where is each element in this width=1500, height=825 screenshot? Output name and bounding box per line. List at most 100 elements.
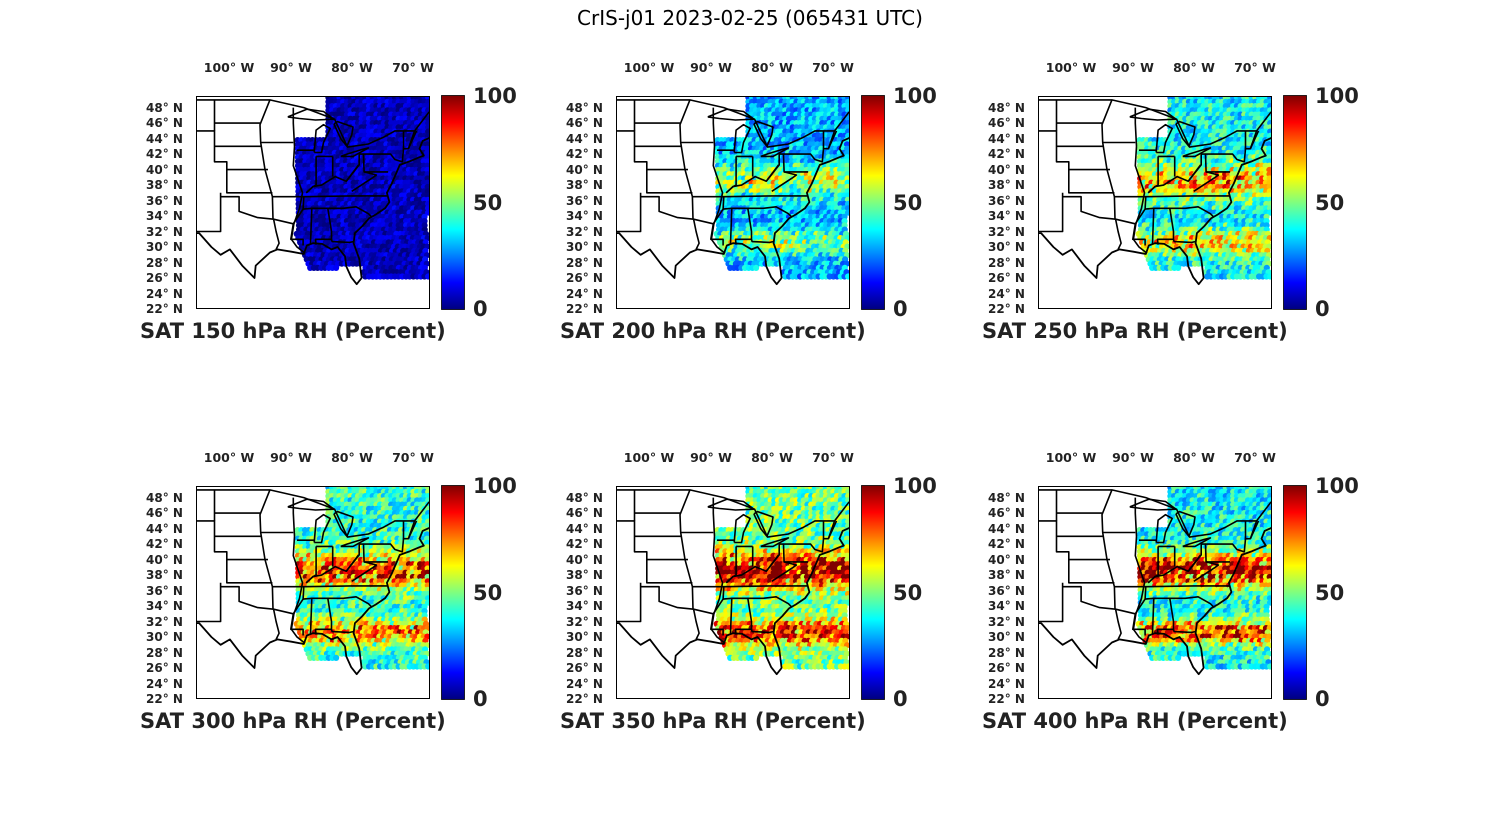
lat-tick-label: 38° N [566, 568, 603, 583]
panel-title: SAT 200 hPa RH (Percent) [560, 319, 866, 343]
state-border [1172, 629, 1196, 634]
rh-swath [713, 486, 850, 670]
state-border [1038, 489, 1272, 538]
great-lake-outline [1155, 513, 1173, 544]
lat-tick-label: 24° N [146, 676, 183, 691]
colorbar-tick-label: 50 [893, 580, 923, 605]
lon-tick-label: 100° W [1045, 450, 1097, 465]
lat-tick-label: 28° N [566, 255, 603, 270]
state-border [1249, 130, 1258, 149]
state-border [1153, 207, 1175, 245]
state-border [1193, 561, 1220, 582]
great-lake-outline [340, 147, 370, 158]
lat-tick-label: 36° N [146, 583, 183, 598]
state-border [771, 171, 798, 192]
state-border [311, 207, 333, 245]
state-border [1038, 130, 1115, 194]
rh-map [616, 486, 850, 699]
lat-tick-label: 46° N [988, 116, 1025, 131]
lat-tick-label: 38° N [988, 178, 1025, 193]
lon-tick-label: 70° W [1234, 450, 1276, 465]
lat-tick-label: 42° N [146, 537, 183, 552]
lat-tick-label: 46° N [146, 116, 183, 131]
state-border [1201, 543, 1231, 563]
lat-tick-label: 44° N [566, 131, 603, 146]
river-border [725, 164, 780, 194]
state-border [1038, 192, 1064, 233]
lon-tick-label: 80° W [751, 450, 793, 465]
lat-tick-label: 30° N [988, 630, 1025, 645]
map-panel-300: 100° W 90° W 80° W 70° W 48° N 46° N 44° N 42° … [140, 450, 540, 750]
lat-tick-label: 32° N [988, 224, 1025, 239]
state-border [220, 585, 280, 640]
lat-tick-label: 36° N [146, 193, 183, 208]
lat-tick-label: 34° N [988, 209, 1025, 224]
great-lake-outline [760, 537, 790, 548]
lat-tick-label: 46° N [566, 116, 603, 131]
lat-tick-label: 40° N [566, 162, 603, 177]
state-border [359, 153, 389, 173]
colorbar-tick-label: 100 [473, 84, 517, 108]
state-border [1101, 489, 1116, 610]
great-lake-outline [753, 510, 774, 538]
lon-tick-label: 80° W [331, 450, 373, 465]
river-border [305, 164, 360, 194]
state-border [327, 596, 373, 608]
lat-tick-label: 26° N [566, 271, 603, 286]
state-border [616, 489, 850, 538]
state-border [196, 582, 222, 623]
state-border [1114, 585, 1147, 615]
colorbar-gradient [861, 95, 885, 310]
lat-tick-label: 28° N [988, 255, 1025, 270]
great-lake-outline [1182, 537, 1212, 548]
state-border [303, 195, 388, 198]
lat-tick-label: 36° N [566, 193, 603, 208]
colorbar [861, 485, 885, 700]
state-border [1249, 520, 1258, 539]
lat-tick-label: 30° N [566, 240, 603, 255]
state-border [407, 130, 416, 149]
colorbar-gradient [1283, 485, 1307, 700]
lat-tick-label: 42° N [566, 537, 603, 552]
colorbar-tick-label: 0 [1315, 687, 1330, 711]
lat-tick-label: 34° N [566, 599, 603, 614]
state-border [1145, 585, 1230, 588]
rh-swath [293, 96, 430, 280]
state-border [1169, 206, 1215, 218]
rh-map [196, 486, 430, 699]
state-border [750, 239, 774, 244]
state-border [640, 195, 700, 250]
lat-tick-label: 42° N [988, 147, 1025, 162]
lat-tick-label: 36° N [988, 193, 1025, 208]
lat-tick-label: 38° N [988, 568, 1025, 583]
state-border [303, 597, 313, 634]
state-border [731, 207, 753, 245]
state-border [303, 207, 313, 244]
lon-tick-label: 100° W [623, 450, 675, 465]
colorbar-tick-label: 0 [473, 687, 488, 711]
lon-tick-label: 80° W [1173, 60, 1215, 75]
lat-tick-label: 24° N [988, 286, 1025, 301]
map-panel-150: 100° W 90° W 80° W 70° W 48° N 46° N 44° N 42° … [140, 60, 540, 360]
river-border [725, 554, 780, 584]
great-lake-outline [313, 513, 331, 544]
map-panel-350: 100° W 90° W 80° W 70° W 48° N 46° N 44° N 42° … [560, 450, 960, 750]
river-border [1132, 107, 1148, 254]
river-border [290, 497, 306, 644]
coastline [1038, 526, 1272, 676]
map-frame [196, 96, 430, 309]
lon-tick-label: 70° W [812, 60, 854, 75]
colorbar [861, 95, 885, 310]
state-border [616, 582, 642, 623]
state-border [220, 195, 280, 250]
lat-tick-label: 46° N [988, 506, 1025, 521]
great-lake-outline [733, 513, 751, 544]
lon-tick-label: 80° W [751, 60, 793, 75]
state-border [616, 130, 693, 194]
state-border [330, 239, 354, 244]
coastline [196, 526, 430, 676]
lon-tick-label: 100° W [1045, 60, 1097, 75]
lat-tick-label: 26° N [988, 271, 1025, 286]
great-lake-outline [1175, 120, 1196, 148]
state-border [1062, 585, 1122, 640]
